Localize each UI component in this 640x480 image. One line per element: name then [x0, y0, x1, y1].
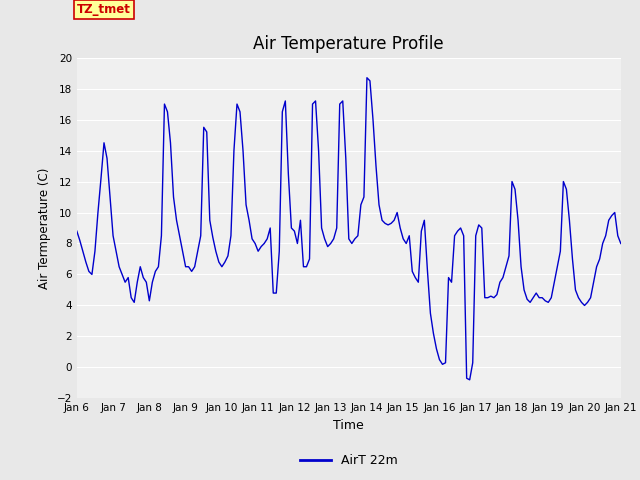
- Text: TZ_tmet: TZ_tmet: [77, 3, 131, 16]
- X-axis label: Time: Time: [333, 419, 364, 432]
- Title: Air Temperature Profile: Air Temperature Profile: [253, 35, 444, 53]
- Y-axis label: Air Termperature (C): Air Termperature (C): [38, 168, 51, 288]
- Legend: AirT 22m: AirT 22m: [295, 449, 403, 472]
